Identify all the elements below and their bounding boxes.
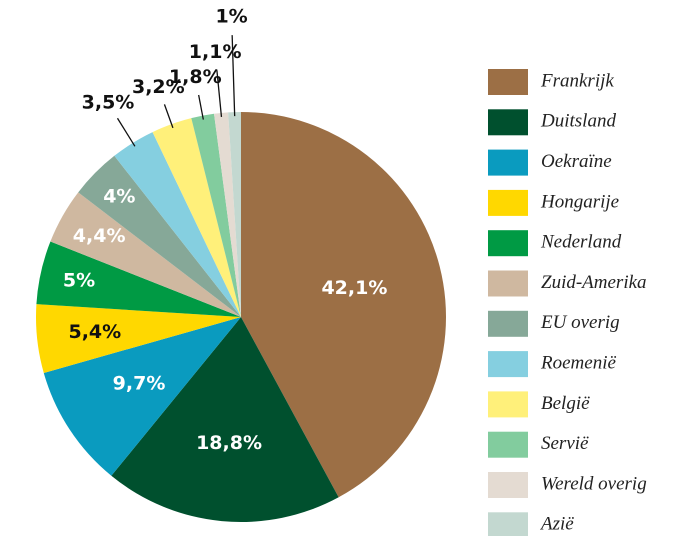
pie-slice: [43, 317, 241, 476]
value-label: 42,1%: [321, 277, 387, 299]
pie-slice: [214, 112, 241, 318]
pie-slice: [114, 132, 241, 317]
legend-label: Duitsland: [540, 111, 616, 132]
value-label: 4%: [103, 185, 135, 207]
pie-slice: [111, 317, 339, 522]
leader-line: [163, 104, 174, 129]
legend-label: Hongarije: [540, 191, 619, 212]
value-label: 3,5%: [82, 91, 135, 113]
legend-label: Roemenië: [540, 352, 616, 373]
legend-swatch: [488, 472, 528, 498]
leader-line: [216, 70, 223, 118]
legend-swatch: [488, 69, 528, 95]
legend-swatch: [488, 431, 528, 458]
legend-swatch: [488, 310, 528, 337]
legend-label: Frankrijk: [540, 70, 614, 91]
value-label: 1%: [215, 6, 247, 28]
value-label: 18,8%: [196, 432, 262, 454]
legend-swatch: [488, 189, 528, 216]
value-label: 3,2%: [132, 76, 185, 98]
legend-label: Servië: [541, 433, 589, 454]
legend-label: Oekraïne: [541, 151, 612, 172]
pie-slice: [191, 113, 241, 317]
value-label: 4,4%: [73, 225, 126, 247]
value-label: 1,8%: [169, 66, 222, 88]
leader-line: [231, 35, 236, 117]
legend-swatch: [488, 391, 528, 418]
pie-slice: [36, 304, 242, 373]
value-label: 1,1%: [189, 41, 242, 63]
value-label: 5%: [63, 269, 95, 291]
legend-label: Wereld overig: [541, 473, 647, 494]
legend-label: Azië: [539, 514, 574, 535]
value-label: 5,4%: [68, 321, 121, 343]
legend-swatch: [488, 270, 528, 297]
legend-label: België: [541, 393, 590, 414]
value-label: 9,7%: [113, 372, 166, 394]
pie-slice: [50, 192, 242, 317]
legend-label: Nederland: [540, 232, 622, 253]
legend-swatch: [488, 149, 528, 176]
leader-line: [198, 94, 204, 120]
pie-slice: [228, 112, 241, 317]
leader-line: [116, 117, 136, 147]
pie-slice: [152, 118, 241, 317]
legend-swatch: [488, 351, 528, 378]
legend-swatch: [488, 230, 528, 257]
legend-swatch: [488, 109, 528, 136]
legend-label: Zuid-Amerika: [541, 272, 647, 293]
pie-slice: [241, 112, 446, 498]
pie-slice: [36, 241, 241, 317]
legend-swatch: [488, 512, 528, 536]
legend-label: EU overig: [540, 312, 620, 333]
pie-slice: [78, 155, 242, 317]
